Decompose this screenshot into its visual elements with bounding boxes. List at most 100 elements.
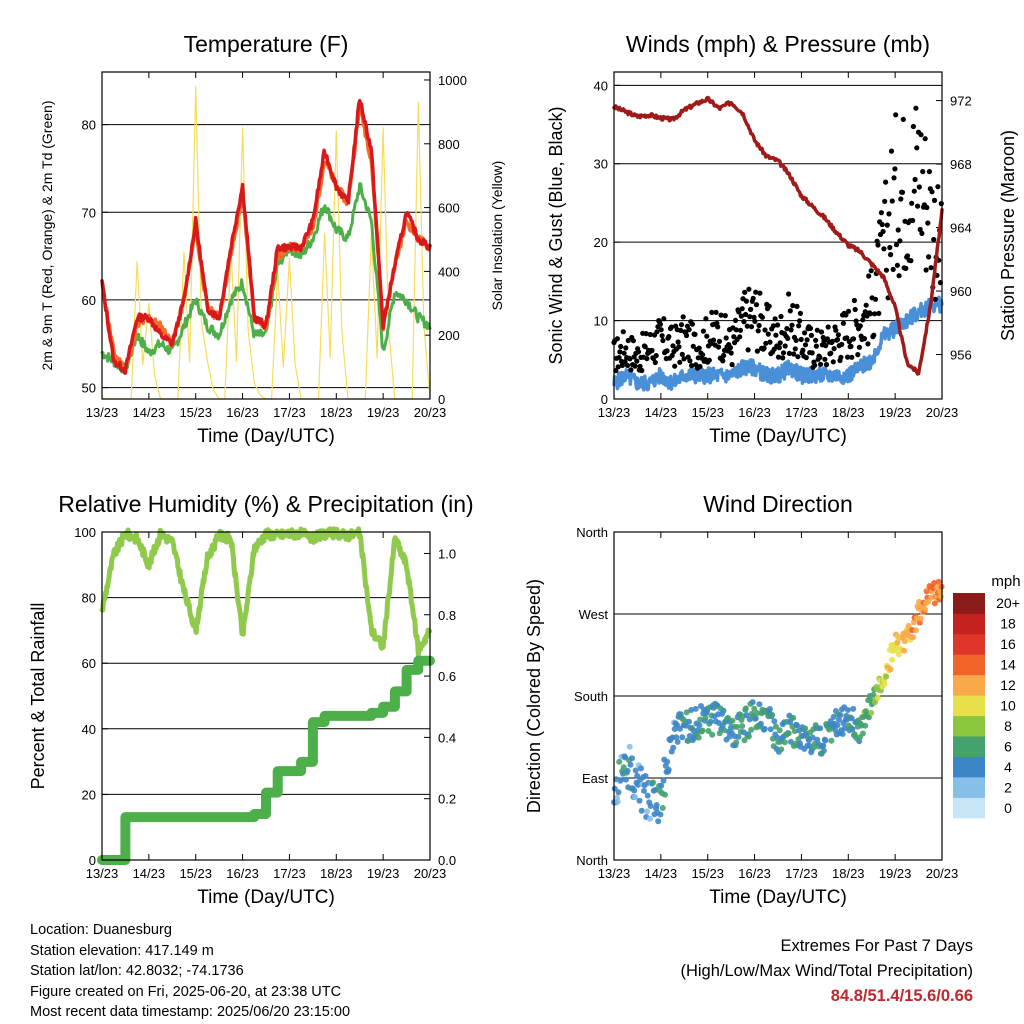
x-tick-label: 18/23 [320,866,353,881]
gust-point [880,228,886,235]
direction-point [705,728,712,734]
gust-point [852,306,858,313]
latlon-text: Station lat/lon: 42.8032; -74.1736 [30,963,244,979]
gust-point [713,309,719,315]
y-tick-label: North [576,525,608,540]
gust-point [752,318,758,324]
gust-point [776,345,782,351]
gust-point [855,352,861,358]
extremes-values: 84.8/51.4/15.6/0.66 [830,987,973,1005]
y-axis-title: 2m & 9m T (Red, Orange) & 2m Td (Green) [39,101,55,371]
gust-point [687,358,693,364]
direction-point [748,726,755,733]
gust-point [892,166,898,172]
gust-point [813,337,819,343]
gust-point [862,309,868,315]
y-tick-label: 10 [594,314,608,329]
direction-point [642,773,649,779]
gust-point [883,267,890,273]
direction-point [778,746,785,753]
direction-point [707,718,714,725]
gust-point [678,322,685,328]
gust-point [876,310,882,316]
gust-point [679,351,685,357]
gust-point [917,226,923,233]
direction-point [614,798,621,805]
colorbar-label: 2 [1004,779,1012,795]
direction-point [785,730,792,737]
gust-point [865,341,871,347]
y2-tick-label: 964 [950,221,972,236]
colorbar-label: 16 [1000,636,1016,652]
gust-point [753,289,759,295]
gust-point [625,337,631,344]
gust-point [700,352,706,358]
plot-border [613,531,943,861]
gust-point [925,220,931,226]
direction-point [665,766,672,773]
temp-2m-line [100,98,432,375]
y2-tick-label: 400 [438,264,460,279]
x-tick-label: 19/23 [879,866,912,881]
direction-panel: 13/23 14/23 15/23 16/23 17/23 18/23 19/23 20/23… [524,491,958,908]
gust-point [916,184,922,190]
x-axis-title: Time (Day/UTC) [709,426,847,447]
gust-point [614,336,621,342]
colorbar-label: 6 [1004,738,1012,754]
direction-point [922,606,929,613]
gust-point [919,230,925,236]
plot-border [101,531,431,861]
direction-point [849,726,856,733]
direction-point [677,725,683,732]
gust-point [666,334,672,340]
direction-point [735,733,742,740]
x-tick-label: 20/23 [926,866,959,881]
gust-point [616,355,622,361]
direction-point [611,785,618,792]
x-axis-title: Time (Day/UTC) [709,887,847,908]
gust-point [676,344,682,350]
direction-point [881,681,888,687]
x-tick-label: 20/23 [414,866,447,881]
x-tick-label: 17/23 [785,866,818,881]
direction-point [937,593,944,600]
colorbar-label: 0 [1004,800,1012,816]
y2-tick-label: 200 [438,328,460,343]
direction-point [685,737,692,744]
gust-point [741,319,747,325]
gust-point [763,340,769,346]
gust-point [680,314,686,320]
gust-point [868,268,874,274]
gust-point [798,336,804,343]
direction-point [802,725,809,732]
colorbar-swatch [953,736,985,757]
gust-point [818,329,825,335]
gust-point [866,273,872,279]
colorbar-label: 18 [1000,616,1016,632]
gust-point [895,227,901,233]
y-tick-label: 20 [594,235,608,250]
direction-point [683,709,690,716]
y2-tick-label: 800 [438,137,460,152]
gust-point [802,342,809,348]
x-tick-label: 14/23 [645,405,678,420]
gust-point [765,331,771,337]
x-tick-label: 14/23 [133,405,166,420]
colorbar-title: mph [991,573,1020,590]
y2-axis-title: Solar Insolation (Yellow) [489,161,505,311]
gust-point [759,314,766,320]
y2-tick-label: 0.8 [438,608,456,623]
gust-point [709,309,715,315]
gust-point [931,236,937,243]
colorbar-swatch [953,756,985,778]
gust-point [788,327,794,333]
y2-tick-label: 0.6 [438,669,456,684]
direction-point [935,578,942,585]
station-info: Location: Duanesburg Station elevation: … [30,920,350,1023]
direction-point [820,747,827,754]
gust-point [931,197,938,203]
gust-point [814,327,820,333]
direction-point [791,728,798,735]
direction-point [650,779,656,786]
gust-point [838,354,844,360]
